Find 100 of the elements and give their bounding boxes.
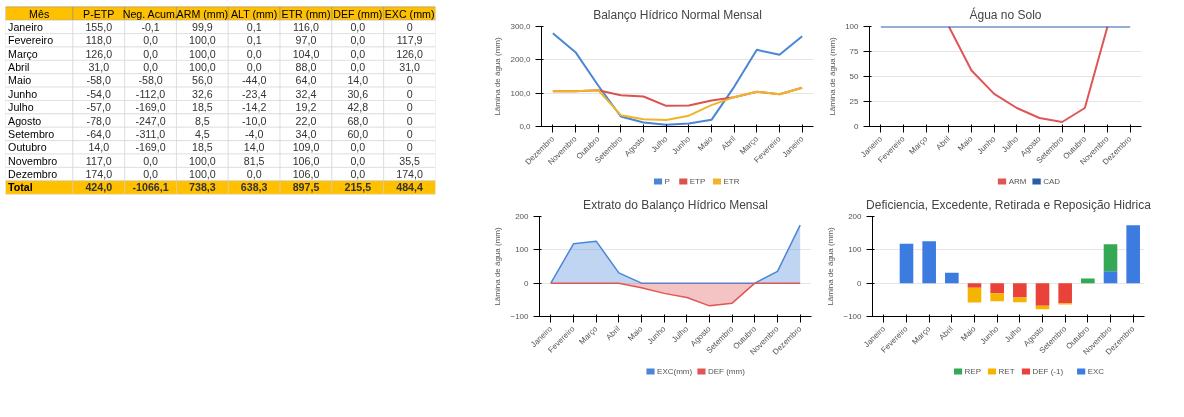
data-label: 106,0 [292, 168, 320, 181]
data-label: 155,0 [85, 20, 113, 33]
data-label: 0,0 [350, 34, 366, 47]
line-series [551, 32, 804, 126]
data-label: -14,2 [242, 101, 267, 114]
data-label: 60,0 [347, 127, 369, 140]
data-label: 4,5 [194, 127, 210, 140]
data-label: -169,0 [135, 101, 166, 114]
chart-title: Água no Solo [969, 6, 1042, 22]
data-label: 100,0 [189, 34, 216, 47]
data-label: -0,1 [141, 20, 160, 33]
data-label: 0,0 [143, 34, 159, 47]
legend-label: P [664, 177, 670, 186]
data-label: 68,0 [347, 114, 369, 127]
data-label: 174,0 [85, 168, 113, 181]
y-tick-label: 100 [845, 22, 860, 31]
data-label: 104,0 [292, 47, 320, 60]
y-tick-label: −100 [510, 312, 530, 321]
y-axis-title: Lâmina de água (mm) [828, 37, 838, 116]
data-label: -112,0 [135, 87, 166, 100]
x-tick-label: EXC (mm) [384, 7, 435, 20]
line-series [551, 86, 804, 122]
y-tick-label: Fevereiro [8, 34, 54, 47]
data-label: -64,0 [86, 127, 111, 140]
legend-label: REP [964, 367, 982, 376]
bar [922, 241, 936, 284]
data-label: 0,0 [143, 61, 159, 74]
data-label: -4,0 [244, 127, 264, 140]
data-label: 81,5 [243, 154, 265, 167]
data-label: 0 [406, 114, 413, 127]
bar [990, 293, 1004, 302]
bar [1013, 297, 1027, 303]
data-label: 56,0 [192, 74, 213, 87]
y-tick-label: Julho [8, 101, 34, 114]
data-label: 14,0 [243, 141, 265, 154]
legend-label: CAD [1043, 177, 1061, 186]
data-label: 0,0 [246, 168, 262, 181]
data-label: 106,0 [292, 154, 320, 167]
bar [899, 243, 914, 284]
data-label: 0,0 [246, 61, 262, 74]
data-label: 32,6 [192, 87, 213, 100]
y-tick-label: −100 [843, 312, 863, 321]
data-label: 31,0 [88, 61, 110, 74]
data-label: 0,0 [350, 47, 366, 60]
data-label: 19,2 [295, 101, 317, 114]
data-label: 0,0 [350, 61, 366, 74]
x-tick-label: Neg. Acum. [122, 7, 178, 20]
data-label: 14,0 [88, 141, 110, 154]
bar [1126, 225, 1140, 284]
bar [990, 283, 1004, 294]
line-series [947, 26, 1109, 123]
bar [967, 287, 982, 303]
data-label: -169,0 [135, 141, 166, 154]
data-label: 0 [406, 101, 413, 114]
bar [1058, 283, 1072, 304]
data-label: 0,0 [246, 47, 262, 60]
legend-label: DEF (-1) [1032, 367, 1064, 376]
data-label: 88,0 [295, 61, 317, 74]
data-label: 64,0 [295, 74, 317, 87]
y-tick-label: 0 [857, 278, 863, 288]
data-label: 30,6 [347, 87, 369, 100]
data-label: -78,0 [86, 114, 111, 127]
data-label: -1066,1 [132, 181, 169, 194]
data-label: 484,4 [396, 181, 423, 194]
data-label: 31,0 [399, 61, 421, 74]
data-label: -10,0 [242, 114, 267, 127]
legend-label: DEF (mm) [707, 367, 746, 376]
bar [1035, 283, 1050, 306]
y-tick-label: Março [8, 47, 38, 60]
y-tick-label: 0 [854, 122, 860, 131]
y-tick-label: Janeiro [8, 20, 44, 33]
data-label: 0,1 [246, 34, 262, 47]
data-label: -311,0 [135, 127, 166, 140]
data-label: 117,0 [85, 154, 112, 167]
data-label: 116,0 [293, 20, 319, 33]
y-tick-label: 0 [524, 278, 530, 288]
data-label: 0 [406, 20, 413, 33]
data-label: 18,5 [192, 141, 213, 154]
y-axis-title: Lâmina de água (mm) [493, 37, 503, 116]
y-axis-title: Mês [29, 7, 50, 20]
data-label: 100,0 [189, 47, 216, 60]
data-label: 100,0 [189, 154, 216, 167]
data-label: 126,0 [396, 47, 423, 60]
data-label: 638,3 [240, 181, 268, 194]
y-tick-label: 25 [849, 97, 860, 106]
data-label: 34,0 [295, 127, 317, 140]
y-tick-label: Junho [8, 87, 38, 100]
legend-label: ETR [723, 177, 740, 186]
data-label: 35,5 [399, 154, 421, 167]
y-tick-label: 100 [848, 245, 863, 255]
data-label: 18,5 [192, 101, 213, 114]
chart-title: Extrato do Balanço Hídrico Mensal [583, 197, 768, 212]
legend-label: EXC(mm) [657, 367, 693, 376]
data-label: 14,0 [347, 74, 369, 87]
data-label: -44,0 [242, 74, 267, 87]
y-tick-label: 75 [849, 47, 860, 56]
x-tick-label: ALT (mm) [230, 7, 278, 20]
y-tick-label: 200,0 [510, 55, 532, 65]
x-tick-label: ETR (mm) [281, 7, 331, 20]
x-tick-label: DEF (mm) [333, 7, 383, 20]
